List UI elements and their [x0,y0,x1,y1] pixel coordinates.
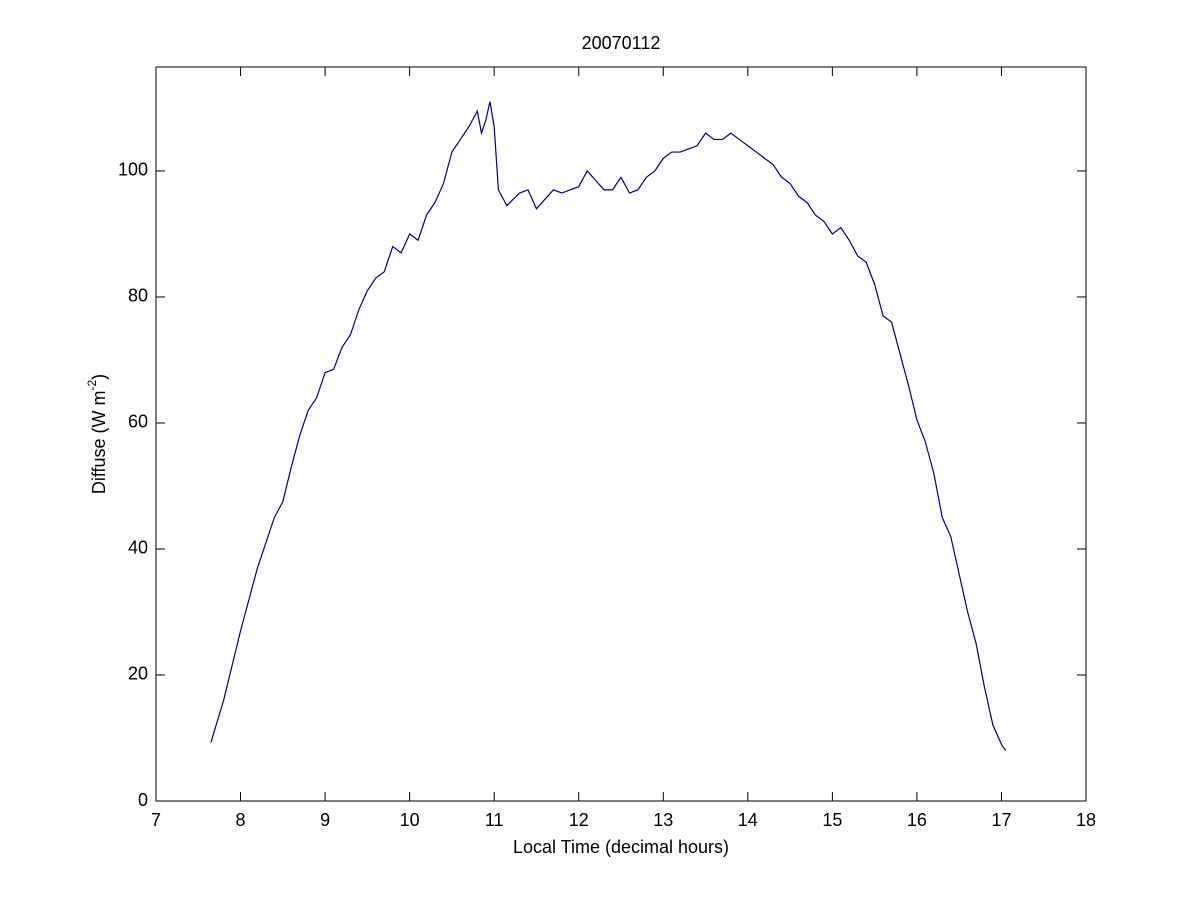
x-tick-label: 8 [236,810,246,830]
y-axis-label: Diffuse (W m-2) [85,374,109,494]
x-tick-label: 13 [653,810,673,830]
y-tick-label: 60 [128,412,148,432]
x-tick-label: 7 [151,810,161,830]
y-tick-label: 100 [118,160,148,180]
x-tick-label: 18 [1076,810,1096,830]
x-tick-label: 14 [738,810,758,830]
x-tick-label: 17 [991,810,1011,830]
x-tick-label: 15 [822,810,842,830]
x-tick-label: 16 [907,810,927,830]
y-axis-label-text: Diffuse (W m [89,390,109,494]
data-line [210,101,1007,751]
y-tick-label: 80 [128,286,148,306]
y-tick-label: 20 [128,664,148,684]
plot-frame [155,66,1087,802]
y-tick-label: 0 [138,790,148,810]
x-tick-label: 11 [485,810,504,830]
x-tick-label: 12 [569,810,589,830]
y-tick-label: 40 [128,538,148,558]
x-tick-label: 9 [320,810,330,830]
y-axis-label-superscript: -2 [85,379,99,390]
y-axis-label-suffix: ) [89,374,109,380]
x-axis-label: Local Time (decimal hours) [513,837,729,857]
x-tick-label: 10 [400,810,420,830]
chart-title: 20070112 [582,33,661,53]
